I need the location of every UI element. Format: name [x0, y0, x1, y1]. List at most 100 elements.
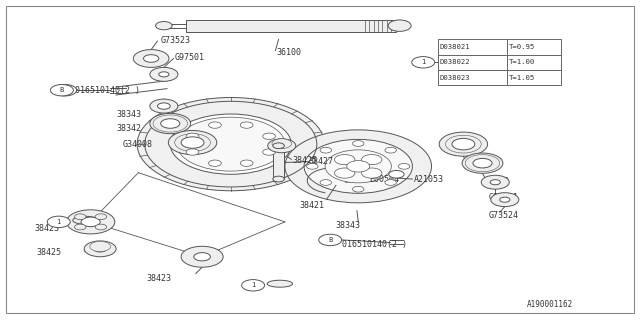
Circle shape	[319, 234, 342, 246]
Circle shape	[385, 147, 396, 153]
Circle shape	[388, 20, 411, 31]
Circle shape	[94, 246, 106, 252]
Circle shape	[347, 161, 370, 172]
Text: D038023: D038023	[440, 75, 470, 81]
Circle shape	[273, 143, 284, 148]
Circle shape	[186, 133, 199, 140]
Circle shape	[67, 210, 115, 234]
Text: 1: 1	[421, 59, 426, 65]
Text: 1: 1	[56, 219, 61, 225]
Bar	[438, 70, 507, 85]
Text: 38342: 38342	[116, 124, 141, 133]
Circle shape	[412, 57, 435, 68]
Text: 38423: 38423	[147, 274, 172, 283]
Circle shape	[353, 141, 364, 146]
Circle shape	[51, 84, 74, 96]
Text: 38421: 38421	[300, 201, 324, 210]
Text: 38427: 38427	[308, 157, 333, 166]
Text: A190001162: A190001162	[527, 300, 573, 309]
Circle shape	[325, 150, 392, 183]
Circle shape	[95, 214, 107, 220]
Ellipse shape	[73, 216, 99, 224]
Circle shape	[209, 122, 221, 128]
Circle shape	[181, 137, 204, 148]
Text: 016510140(2 ): 016510140(2 )	[75, 86, 140, 95]
Text: 38343: 38343	[335, 221, 360, 230]
Circle shape	[272, 139, 292, 148]
Circle shape	[353, 186, 364, 192]
Circle shape	[262, 149, 275, 155]
Text: E00504: E00504	[369, 175, 399, 185]
Text: 38425: 38425	[36, 248, 61, 257]
Circle shape	[307, 164, 318, 169]
Text: B: B	[328, 237, 332, 243]
Circle shape	[95, 224, 107, 230]
Circle shape	[276, 143, 287, 148]
Circle shape	[491, 193, 519, 207]
Circle shape	[439, 132, 488, 156]
Circle shape	[143, 55, 159, 62]
Circle shape	[157, 103, 170, 109]
Bar	[273, 146, 284, 179]
Circle shape	[150, 68, 178, 81]
Text: 38423: 38423	[35, 224, 60, 233]
Circle shape	[186, 149, 199, 155]
Circle shape	[181, 246, 223, 267]
Text: A21053: A21053	[413, 174, 444, 184]
Circle shape	[47, 216, 70, 228]
Text: D038021: D038021	[440, 44, 470, 50]
Circle shape	[385, 180, 396, 185]
Bar	[507, 55, 561, 70]
Text: G34008: G34008	[122, 140, 152, 149]
Circle shape	[209, 160, 221, 166]
Text: T=1.05: T=1.05	[509, 75, 536, 81]
Circle shape	[304, 140, 412, 193]
Circle shape	[54, 84, 77, 96]
Circle shape	[161, 119, 180, 128]
Circle shape	[389, 171, 404, 178]
Bar	[507, 70, 561, 85]
Circle shape	[268, 139, 296, 153]
Circle shape	[150, 113, 191, 134]
Bar	[507, 39, 561, 55]
Circle shape	[81, 217, 100, 227]
Circle shape	[320, 147, 332, 153]
Text: 016510140(2 ): 016510140(2 )	[342, 240, 406, 249]
Circle shape	[398, 164, 410, 169]
Circle shape	[285, 130, 431, 203]
Circle shape	[90, 241, 111, 252]
Circle shape	[150, 99, 178, 113]
Text: D038022: D038022	[440, 59, 470, 65]
Circle shape	[490, 180, 500, 185]
Circle shape	[159, 72, 169, 77]
Circle shape	[481, 175, 509, 189]
Circle shape	[273, 176, 284, 182]
Circle shape	[177, 117, 285, 171]
Circle shape	[84, 241, 116, 257]
Circle shape	[452, 139, 475, 150]
Circle shape	[133, 50, 169, 68]
Circle shape	[473, 158, 492, 168]
Circle shape	[362, 155, 382, 165]
Text: B: B	[60, 87, 64, 93]
Ellipse shape	[267, 280, 292, 287]
Circle shape	[74, 224, 86, 230]
Polygon shape	[186, 20, 396, 32]
Circle shape	[170, 114, 291, 174]
Text: 38342: 38342	[484, 177, 509, 186]
Text: G34008: G34008	[467, 159, 497, 168]
Circle shape	[500, 197, 510, 202]
Bar	[438, 55, 507, 70]
Circle shape	[242, 280, 264, 291]
Text: 36100: 36100	[276, 48, 301, 57]
Circle shape	[240, 122, 253, 128]
Text: G97501: G97501	[175, 53, 205, 62]
Circle shape	[194, 252, 211, 261]
Text: G73524: G73524	[488, 211, 518, 220]
Text: 38425: 38425	[292, 156, 317, 164]
Circle shape	[462, 153, 503, 173]
Text: 38343: 38343	[116, 110, 141, 119]
Circle shape	[335, 155, 355, 165]
Circle shape	[262, 133, 275, 140]
Circle shape	[168, 131, 217, 155]
